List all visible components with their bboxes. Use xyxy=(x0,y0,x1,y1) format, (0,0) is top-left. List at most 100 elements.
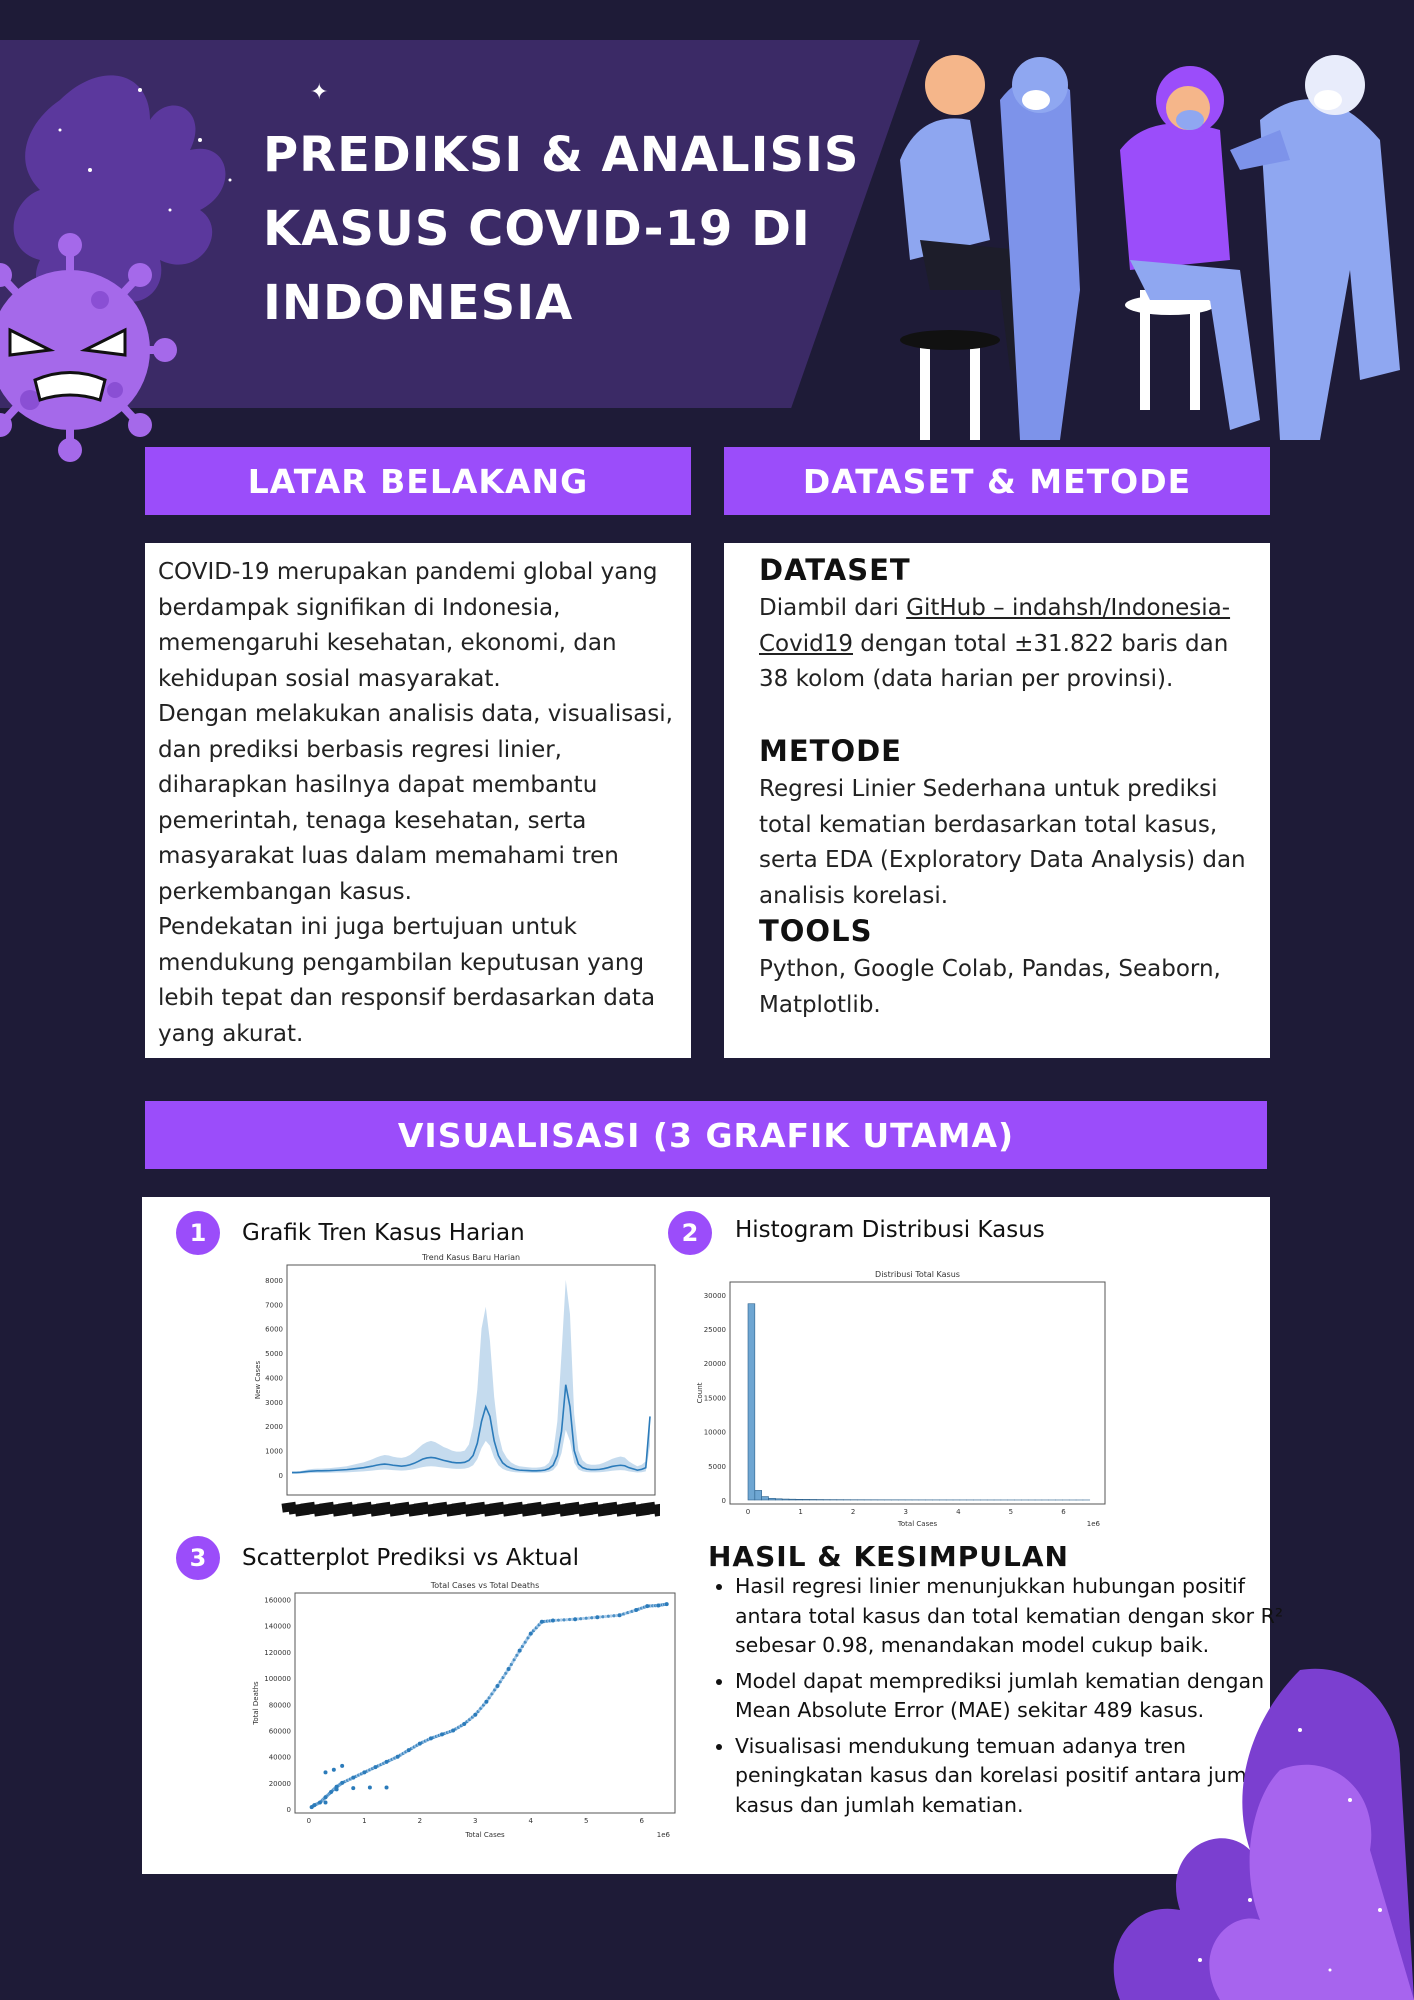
series-line xyxy=(292,1384,651,1474)
x-axis-label: Date xyxy=(463,1534,480,1535)
hasil-list: Hasil regresi linier menunjukkan hubunga… xyxy=(708,1572,1290,1826)
x-tick-label: 0 xyxy=(307,1817,311,1825)
scatter-point xyxy=(340,1780,345,1785)
histogram-bar xyxy=(795,1499,803,1501)
scatter-point xyxy=(329,1790,334,1795)
scatter-point xyxy=(395,1754,400,1759)
scatter-point xyxy=(406,1748,411,1753)
metode-title: METODE xyxy=(759,734,902,768)
confidence-band xyxy=(292,1279,650,1474)
y-tick-label: 7000 xyxy=(265,1301,283,1309)
scatter-point xyxy=(565,1618,569,1622)
scatter-point xyxy=(590,1616,594,1620)
y-tick-label: 20000 xyxy=(704,1360,726,1368)
scatter-point xyxy=(417,1741,422,1746)
scatter-point xyxy=(601,1615,605,1619)
hasil-bullet: Model dapat memprediksi jumlah kematian … xyxy=(735,1667,1290,1726)
y-tick-label: 120000 xyxy=(264,1649,291,1657)
scatter-point xyxy=(559,1618,563,1622)
histogram-bar xyxy=(747,1303,756,1501)
scatter-point xyxy=(367,1785,372,1790)
scatter-point xyxy=(517,1648,522,1653)
y-tick-label: 60000 xyxy=(269,1728,291,1736)
y-tick-label: 1000 xyxy=(265,1448,283,1456)
histogram-bar xyxy=(754,1490,762,1501)
scatter-point xyxy=(362,1770,367,1775)
histogram-bar xyxy=(809,1499,817,1501)
scatter-point xyxy=(562,1618,566,1622)
x-tick-label: 3 xyxy=(473,1817,477,1825)
y-tick-label: 5000 xyxy=(265,1350,283,1358)
x-tick-label: 3 xyxy=(903,1508,907,1516)
plot-frame xyxy=(286,1264,656,1496)
scatter-chart: Total Cases vs Total Deaths0200004000060… xyxy=(252,1581,676,1839)
x-tick-label: 4 xyxy=(529,1817,534,1825)
scatter-point xyxy=(645,1604,650,1609)
scatter-point xyxy=(440,1732,445,1737)
sparkle-icon: ✦ xyxy=(310,80,329,105)
dataset-title: DATASET xyxy=(759,553,911,587)
scatter-point xyxy=(351,1775,356,1780)
y-tick-label: 15000 xyxy=(704,1394,726,1402)
tools-title: TOOLS xyxy=(759,914,873,948)
y-tick-label: 3000 xyxy=(265,1399,283,1407)
github-link[interactable]: GitHub – indahsh/Indonesia-Covid19 xyxy=(759,595,1231,657)
dataset-text: Diambil dari GitHub – indahsh/Indonesia-… xyxy=(759,591,1249,698)
y-tick-label: 0 xyxy=(279,1472,283,1480)
histogram-bar xyxy=(761,1496,769,1501)
x-tick-label: 4 xyxy=(956,1508,961,1516)
histogram-bar xyxy=(768,1497,776,1501)
page-title: PREDIKSI & ANALISIS KASUS COVID-19 DI IN… xyxy=(263,127,860,331)
y-tick-label: 10000 xyxy=(704,1429,726,1437)
scatter-point xyxy=(592,1615,597,1620)
histogram-bar xyxy=(788,1498,797,1501)
chart-1-label: Grafik Tren Kasus Harian xyxy=(242,1220,525,1246)
scatter-point xyxy=(554,1618,558,1622)
scatter-point xyxy=(462,1721,467,1726)
x-tick-label: 6 xyxy=(639,1817,644,1825)
scatter-point xyxy=(615,1613,619,1618)
scatter-point xyxy=(573,1617,578,1622)
scatter-point xyxy=(556,1618,561,1622)
scatter-point xyxy=(634,1608,639,1613)
y-tick-label: 40000 xyxy=(269,1754,291,1762)
scatter-point xyxy=(484,1699,489,1704)
y-tick-label: 100000 xyxy=(264,1675,291,1683)
y-tick-label: 140000 xyxy=(264,1623,291,1631)
scatter-point xyxy=(612,1614,616,1618)
hasil-bullet: Visualisasi mendukung temuan adanya tren… xyxy=(735,1732,1290,1821)
y-tick-label: 20000 xyxy=(269,1780,291,1788)
y-tick-label: 30000 xyxy=(704,1292,726,1300)
histogram-chart: Distribusi Total Kasus 0 5000 10000 15000 200… xyxy=(696,1270,1106,1528)
chart-3-label: Scatterplot Prediksi vs Aktual xyxy=(242,1545,579,1571)
scatter-point xyxy=(351,1786,356,1791)
scatter-point xyxy=(576,1617,580,1621)
hasil-bullet: Hasil regresi linier menunjukkan hubunga… xyxy=(735,1572,1290,1661)
histogram-bar xyxy=(781,1498,790,1501)
medical-workers-illustration xyxy=(900,55,1400,440)
scatter-point xyxy=(617,1613,622,1618)
scatter-point xyxy=(579,1617,583,1621)
scatter-point xyxy=(539,1619,544,1624)
scatter-point xyxy=(584,1616,588,1620)
trend-chart: Trend Kasus Baru Harian 0 1000 2000 3000 4000… xyxy=(254,1253,660,1535)
dataset-metode-header: DATASET & METODE xyxy=(724,447,1270,515)
hasil-title: HASIL & KESIMPULAN xyxy=(708,1540,1069,1573)
scatter-point xyxy=(451,1728,456,1733)
scatter-point xyxy=(473,1712,478,1717)
scatter-point xyxy=(331,1767,336,1772)
scatter-point xyxy=(511,1660,515,1664)
x-axis-label: Total Cases xyxy=(464,1831,505,1839)
metode-text: Regresi Linier Sederhana untuk prediksi … xyxy=(759,776,1246,909)
y-tick-label: 8000 xyxy=(265,1277,283,1285)
latar-belakang-text: COVID-19 merupakan pandemi global yang b… xyxy=(158,559,673,1047)
x-multiplier: 1e6 xyxy=(1087,1520,1101,1528)
scatter-point xyxy=(334,1787,339,1792)
x-multiplier: 1e6 xyxy=(657,1831,671,1839)
scatter-point xyxy=(384,1759,389,1764)
scatter-point xyxy=(373,1765,378,1770)
y-tick-label: 80000 xyxy=(269,1701,291,1709)
dataset-metode-card: DATASET Diambil dari GitHub – indahsh/In… xyxy=(724,543,1270,1058)
x-tick-label: 0 xyxy=(746,1508,750,1516)
y-axis-label: Count xyxy=(696,1382,704,1403)
